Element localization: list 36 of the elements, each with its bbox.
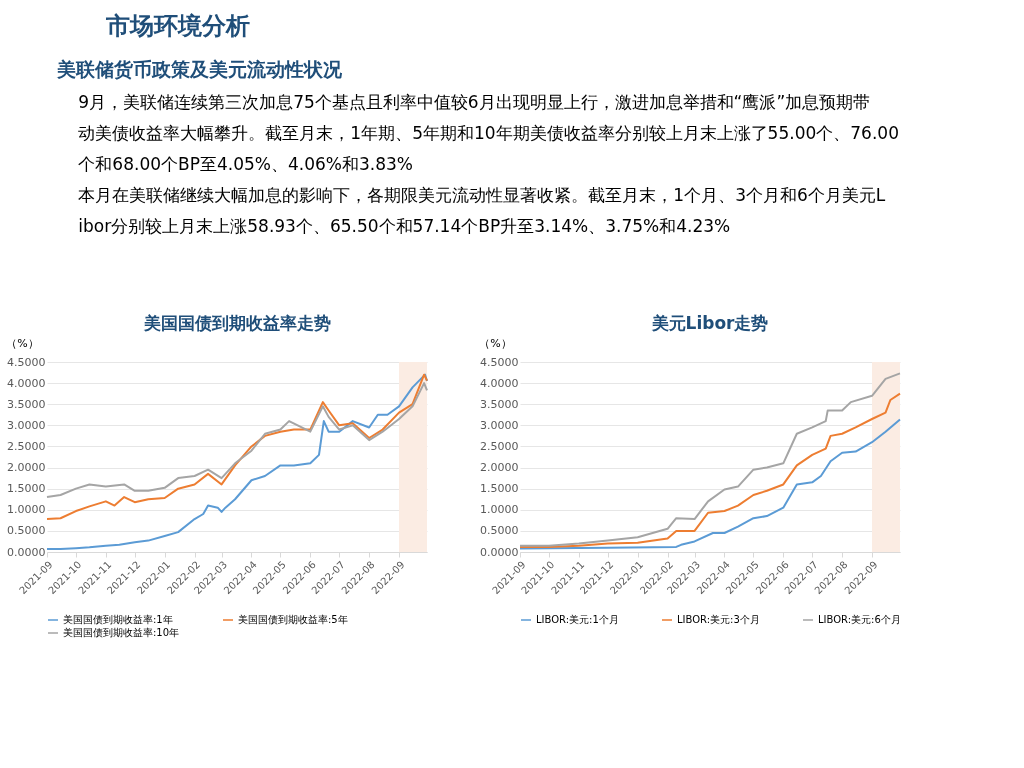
y-tick-label: 3.5000 bbox=[480, 397, 519, 411]
legend-label: LIBOR:美元:3个月 bbox=[677, 614, 760, 625]
y-tick-label: 4.5000 bbox=[7, 355, 46, 369]
text: 本月在美联储继续大幅加息的影响下，各期限美元流动性显著收紧。截至月末，1个月、3个月和6个月美元Libor分别较上月末上涨58.93个、65.50个和57.14个BP升至3.14%、3.75%和4.23% bbox=[78, 185, 886, 236]
y-tick-label: 0.5000 bbox=[480, 524, 519, 538]
y-tick-label: 0.0000 bbox=[7, 545, 46, 559]
y-tick-label: 4.5000 bbox=[480, 355, 519, 369]
legend-label: 美国国债到期收益率:1年 bbox=[63, 614, 173, 625]
y-tick-label: 1.5000 bbox=[7, 482, 46, 496]
y-tick-label: 2.0000 bbox=[480, 461, 519, 475]
y-tick-label: 2.5000 bbox=[7, 439, 46, 453]
y-tick-label: 0.5000 bbox=[7, 524, 46, 538]
legend-label: 美国国债到期收益率:5年 bbox=[238, 614, 348, 625]
y-tick-label: 1.0000 bbox=[480, 503, 519, 517]
chart-title: 美国国债到期收益率走势 bbox=[142, 313, 331, 333]
legend-label: LIBOR:美元:6个月 bbox=[818, 614, 901, 625]
y-tick-label: 4.0000 bbox=[480, 376, 519, 390]
y-tick-label: 3.0000 bbox=[7, 418, 46, 432]
legend-label: 美国国债到期收益率:10年 bbox=[63, 627, 180, 638]
y-tick-label: 1.0000 bbox=[7, 503, 46, 517]
y-tick-label: 3.0000 bbox=[480, 418, 519, 432]
text: 9月，美联储连续第三次加息75个基点且利率中值较6月出现明显上行，激进加息举措和“鹰派”加息预期带动美债收益率大幅攀升。截至月末，1年期、5年期和10年期美债收益率分别较上月末上涨了55.00个、76.00个和68.00个BP至4.05%、4.06%和3.83% bbox=[78, 92, 899, 174]
y-tick-label: 3.5000 bbox=[7, 397, 46, 411]
chart-title: 美元Libor走势 bbox=[650, 313, 769, 333]
text: 美联储货币政策及美元流动性状况 bbox=[55, 58, 343, 80]
y-tick-label: 2.5000 bbox=[480, 439, 519, 453]
y-tick-label: 1.5000 bbox=[480, 482, 519, 496]
y-axis-title: （%） bbox=[6, 336, 39, 350]
line-series bbox=[46, 373, 428, 521]
y-tick-label: 0.0000 bbox=[480, 545, 519, 559]
line-series bbox=[46, 382, 428, 499]
y-tick-label: 4.0000 bbox=[7, 376, 46, 390]
legend-label: LIBOR:美元:1个月 bbox=[536, 614, 619, 625]
y-axis-title: （%） bbox=[479, 336, 512, 350]
y-tick-label: 2.0000 bbox=[7, 461, 46, 475]
text: 市场环境分析 bbox=[104, 12, 250, 40]
